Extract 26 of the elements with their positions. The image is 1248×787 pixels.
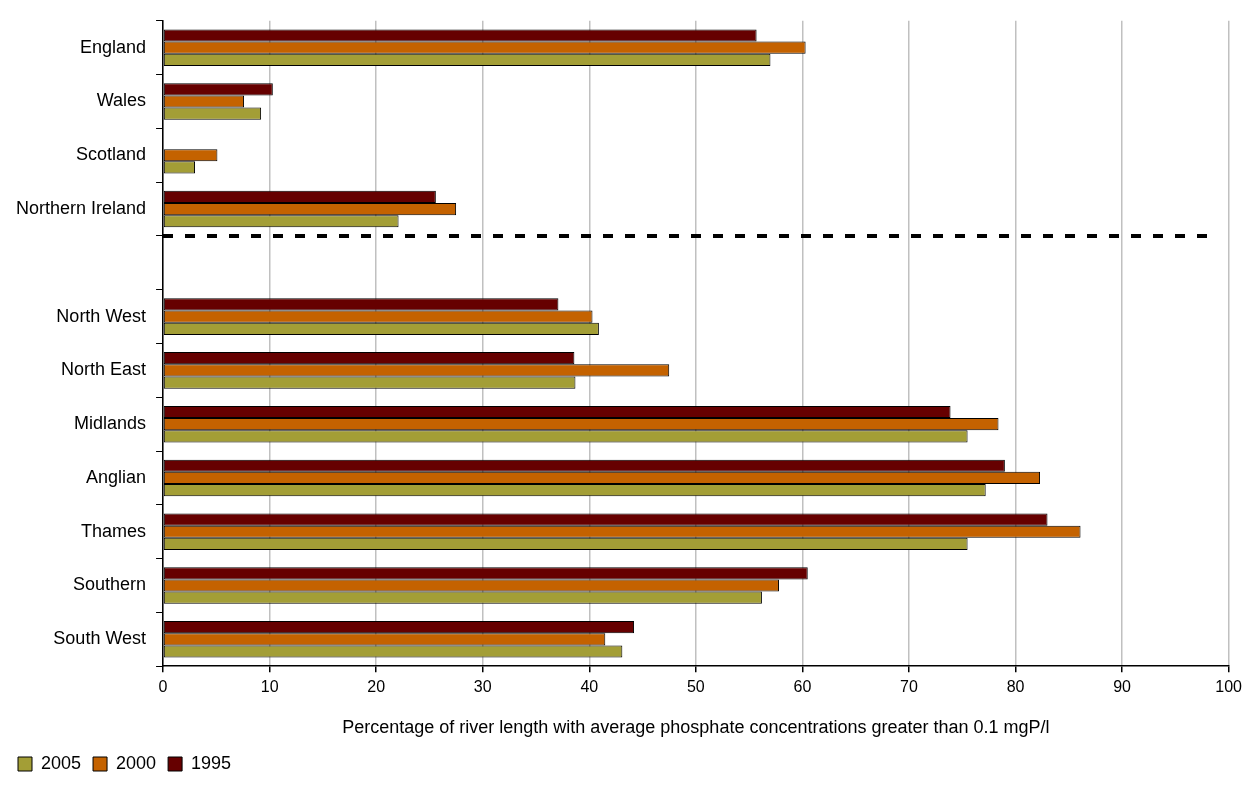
y-tick-label: Northern Ireland	[15, 198, 147, 219]
x-axis-title: Percentage of river length with average phosphate concentrations greater than 0.1 mgP/l	[342, 717, 1050, 738]
y-tick-label: Anglian	[86, 466, 147, 487]
x-tick-label: 100	[1215, 678, 1243, 696]
y-tick-label: North East	[61, 359, 147, 380]
y-tick-label: South West	[53, 628, 147, 649]
x-tick-label: 40	[580, 678, 599, 696]
legend-label: 2005	[41, 752, 82, 773]
x-tick-label: 50	[686, 678, 705, 696]
y-tick-label: Thames	[81, 520, 147, 541]
legend-label: 1995	[191, 752, 232, 773]
x-tick-label: 20	[367, 678, 386, 696]
x-tick-label: 90	[1113, 678, 1132, 696]
x-tick-label: 30	[473, 678, 492, 696]
y-tick-label: Southern	[73, 574, 147, 595]
y-tick-label: Scotland	[76, 144, 147, 165]
x-tick-label: 80	[1006, 678, 1025, 696]
x-tick-label: 60	[793, 678, 812, 696]
x-tick-label: 70	[900, 678, 918, 696]
y-tick-label: Wales	[96, 90, 147, 111]
x-tick-label: 10	[260, 678, 279, 696]
legend-label: 2000	[116, 752, 157, 773]
y-tick-label: England	[80, 36, 147, 57]
x-tick-label: 0	[158, 678, 168, 696]
y-tick-label: Midlands	[74, 413, 147, 434]
y-tick-label: North West	[56, 305, 147, 326]
